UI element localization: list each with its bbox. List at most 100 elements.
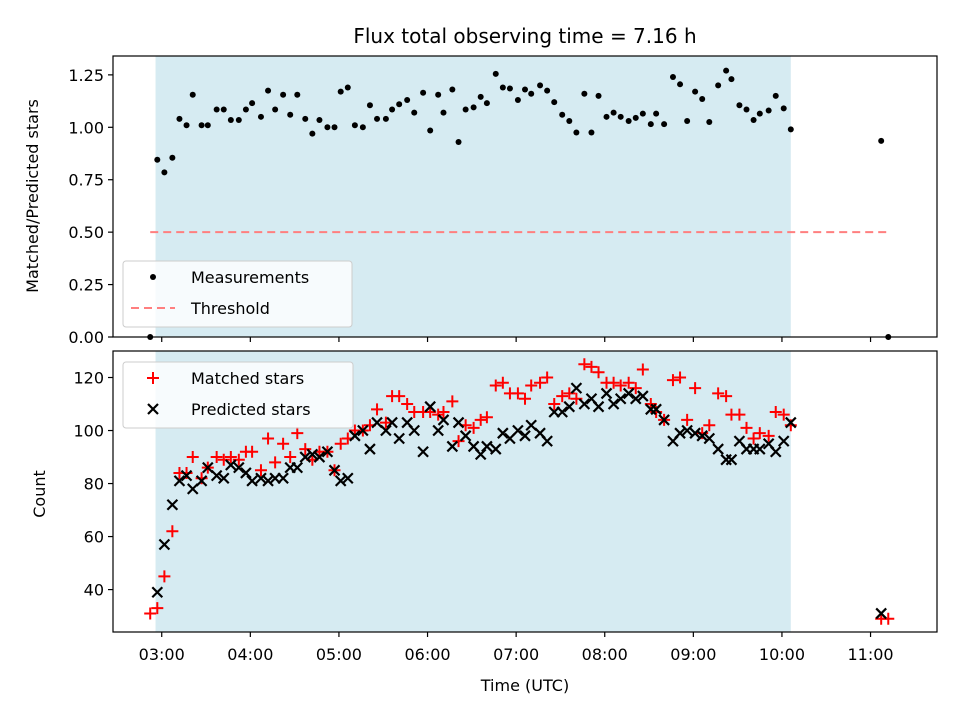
data-point (435, 91, 442, 98)
data-point (183, 122, 190, 129)
data-point (220, 106, 227, 113)
data-point (882, 612, 895, 625)
data-point (725, 453, 738, 466)
data-point (525, 379, 538, 392)
data-point (462, 106, 469, 113)
ratio-panel: 0.00 0.25 0.50 0.75 1.00 1.25 Measurements Thre… (68, 55, 938, 347)
data-point (158, 570, 171, 583)
data-point (497, 427, 509, 439)
data-point (519, 392, 531, 405)
data-point (459, 430, 472, 442)
y-tick-label: 0.25 (68, 276, 104, 295)
data-point (262, 432, 275, 445)
data-point (169, 154, 176, 161)
data-point (632, 114, 639, 121)
data-point (777, 408, 790, 421)
data-point (242, 106, 249, 113)
data-point (446, 440, 459, 453)
legend-marker (150, 274, 156, 280)
data-point (337, 88, 344, 95)
data-point (785, 416, 797, 429)
data-point (681, 424, 693, 437)
data-point (309, 130, 316, 137)
data-point (328, 464, 341, 477)
data-point (277, 472, 289, 485)
data-point (344, 84, 351, 91)
data-point (449, 86, 456, 93)
data-point (313, 451, 326, 463)
data-point (202, 461, 214, 474)
data-point (754, 443, 766, 455)
x-tick-label: 03:00 (139, 645, 185, 664)
data-point (541, 435, 553, 447)
data-point (284, 451, 297, 464)
legend-label: Measurements (191, 268, 309, 287)
data-point (334, 475, 347, 487)
data-point (299, 451, 312, 463)
data-point (404, 97, 411, 104)
data-point (452, 435, 465, 448)
data-point (166, 498, 179, 511)
data-point (254, 464, 267, 477)
data-point (528, 90, 535, 97)
data-point (556, 406, 568, 418)
data-point (210, 469, 223, 482)
data-point (186, 483, 199, 495)
data-point (570, 382, 583, 394)
data-point (380, 424, 392, 437)
data-point (210, 451, 223, 464)
data-point (556, 390, 569, 403)
data-point (427, 127, 434, 134)
data-point (544, 87, 551, 94)
y-axis-label-count: Count (30, 470, 49, 518)
data-point (302, 115, 309, 122)
data-point (588, 129, 595, 136)
data-point (262, 475, 274, 487)
y-tick-label: 0.00 (68, 328, 104, 347)
data-point (614, 379, 627, 392)
data-point (291, 427, 304, 440)
y-tick-label: 60 (84, 528, 104, 547)
data-point (489, 379, 502, 392)
data-point (548, 398, 561, 411)
y-tick-label: 0.50 (68, 223, 104, 242)
data-point (382, 115, 389, 122)
data-point (272, 106, 279, 113)
data-point (189, 91, 196, 98)
data-point (198, 122, 205, 129)
data-point (474, 413, 487, 426)
data-point (437, 405, 450, 418)
data-point (432, 424, 444, 437)
data-point (489, 443, 502, 455)
data-point (240, 467, 252, 479)
data-point (712, 387, 725, 400)
data-point (600, 387, 613, 400)
data-point (607, 376, 620, 389)
data-point (703, 432, 716, 445)
series-predicted-stars (151, 382, 887, 620)
data-point (255, 472, 267, 485)
data-point (452, 416, 465, 429)
data-point (213, 106, 220, 113)
data-point (772, 92, 779, 99)
data-point (592, 400, 605, 413)
data-point (277, 437, 290, 450)
data-point (324, 124, 331, 131)
data-point (581, 90, 588, 97)
data-point (723, 67, 730, 74)
data-point (440, 109, 447, 116)
data-point (703, 419, 716, 432)
data-point (246, 445, 259, 458)
data-point (689, 382, 702, 395)
data-point (578, 398, 591, 410)
data-point (249, 100, 256, 107)
data-point (777, 435, 790, 447)
data-point (875, 607, 887, 620)
data-point (166, 525, 179, 538)
data-point (349, 430, 361, 442)
x-tick-label: 07:00 (493, 645, 539, 664)
data-point (603, 113, 610, 120)
data-point (736, 102, 743, 109)
axes-frame (112, 350, 938, 633)
axes-frame (112, 55, 938, 338)
